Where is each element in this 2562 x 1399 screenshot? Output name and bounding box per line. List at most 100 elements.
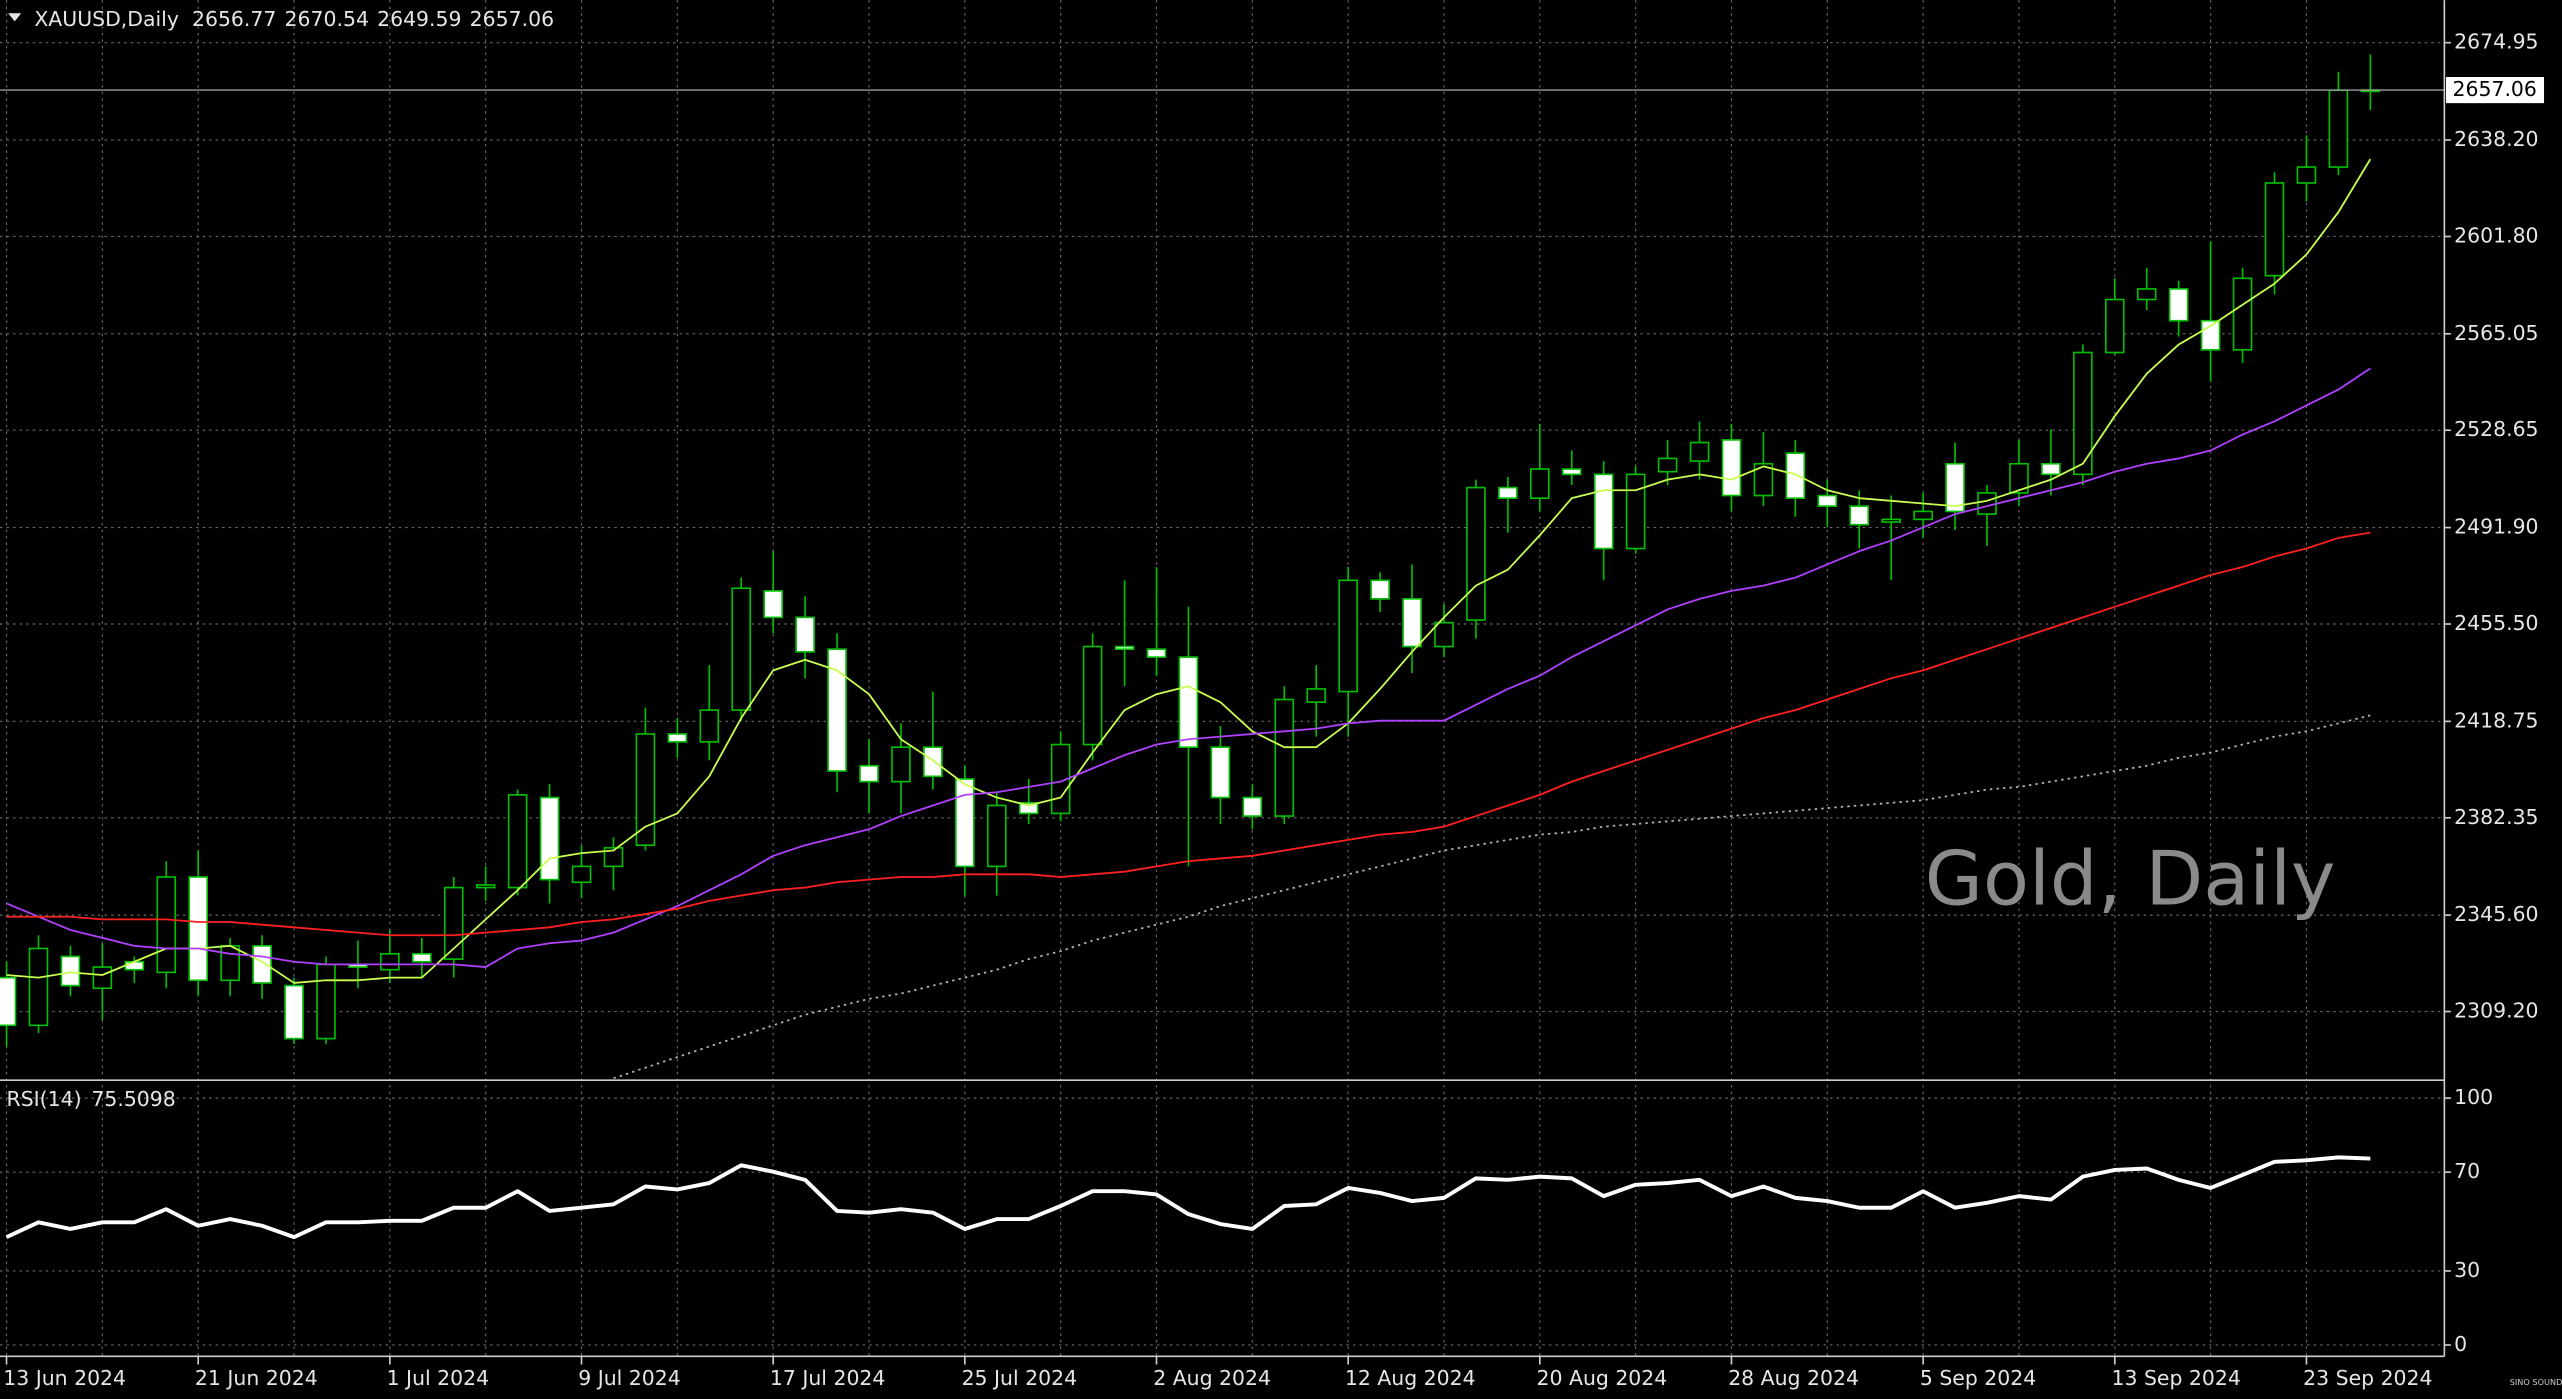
x-tick-label: 2 Aug 2024 [1153, 1366, 1271, 1390]
candle-body [2264, 182, 2285, 277]
candle-body [0, 976, 17, 1027]
candle-body [1050, 743, 1071, 815]
candle-body [1657, 457, 1678, 473]
candle-body [986, 804, 1007, 868]
candle-body [571, 865, 592, 884]
x-tick-label: 5 Sep 2024 [1920, 1366, 2036, 1390]
candle-body [124, 960, 145, 971]
current-price-label: 2657.06 [2453, 77, 2537, 101]
candle-body [1945, 462, 1965, 513]
candle-body [1370, 579, 1390, 600]
y-tick-label: 2565.05 [2454, 321, 2538, 345]
candle-body [731, 587, 752, 711]
candle-body [2232, 277, 2253, 351]
candle-body [1849, 505, 1870, 526]
candle-body [1338, 579, 1358, 693]
y-tick-label: 0 [2454, 1332, 2467, 1356]
y-tick-label: 2528.65 [2454, 417, 2538, 441]
candle-body [475, 884, 496, 889]
candle-body [2073, 351, 2093, 476]
x-tick-label: 13 Sep 2024 [2112, 1366, 2241, 1390]
candle-body [220, 945, 240, 982]
y-tick-label: 2418.75 [2454, 708, 2538, 732]
candle-body [2009, 462, 2029, 494]
candle-body [795, 616, 815, 653]
candle-body [411, 952, 432, 963]
y-tick-label: 2455.50 [2454, 611, 2538, 635]
grid [0, 0, 2445, 1357]
y-tick-label: 2382.35 [2454, 805, 2538, 829]
candle-body [1466, 486, 1486, 621]
price-pane [0, 54, 2445, 1079]
candle-body [156, 876, 177, 974]
candle-body [891, 746, 911, 783]
collapse-triangle[interactable] [8, 13, 22, 22]
candle-body [2041, 462, 2061, 476]
candle-body [252, 945, 272, 984]
moving-average-line [6, 367, 2371, 968]
symbol: XAUUSD,Daily [34, 7, 179, 31]
candle-body [2168, 288, 2189, 322]
candle-body [1881, 518, 1901, 523]
rsi-title: RSI(14) [7, 1087, 82, 1111]
rsi-line [5, 1155, 2371, 1240]
candle-body [603, 847, 624, 868]
candle-body [1977, 492, 1997, 515]
candle-body [316, 963, 336, 1040]
candle-body [1114, 645, 1135, 650]
candle-body [1434, 621, 1454, 648]
y-tick-label: 2674.95 [2454, 30, 2538, 54]
candle-body [1753, 462, 1774, 497]
candle-body [1306, 688, 1327, 703]
rsi-header: RSI(14) 75.5098 [7, 1087, 176, 1111]
x-tick-label: 9 Jul 2024 [578, 1366, 681, 1390]
ohlc-close: 2657.06 [470, 7, 554, 31]
candle-body [380, 952, 400, 971]
candle-body [827, 648, 847, 772]
candle-body [1913, 510, 1933, 521]
chart-header: XAUUSD,Daily 2656.77 2670.54 2649.59 2657.06 [34, 7, 554, 31]
rsi-pane [5, 1155, 2371, 1240]
candle-body [1402, 598, 1422, 648]
x-tick-label: 17 Jul 2024 [770, 1366, 886, 1390]
candle-body [763, 590, 783, 619]
candle-body [2296, 166, 2317, 184]
y-tick-label: 2601.80 [2454, 223, 2538, 247]
x-tick-label: 13 Jun 2024 [3, 1366, 126, 1390]
candle-body [859, 764, 879, 783]
candle-body [1625, 473, 1646, 550]
watermark: Gold, Daily [1925, 835, 2336, 923]
ohlc-high: 2670.54 [285, 7, 369, 31]
ohlc-low: 2649.59 [377, 7, 461, 31]
moving-average-line [613, 714, 2371, 1079]
moving-average-line [6, 158, 2372, 984]
candle-body [92, 966, 113, 990]
x-tick-label: 23 Sep 2024 [2303, 1366, 2432, 1390]
candle-body [2104, 298, 2125, 354]
y-tick-label: 2491.90 [2454, 515, 2538, 539]
x-tick-label: 12 Aug 2024 [1345, 1366, 1476, 1390]
x-tick-label: 21 Jun 2024 [195, 1366, 318, 1390]
y-tick-label: 100 [2454, 1085, 2493, 1109]
x-tick-label: 28 Aug 2024 [1728, 1366, 1859, 1390]
candle-body [539, 796, 560, 881]
candle-body [1018, 801, 1039, 815]
candle-body [2136, 288, 2157, 301]
logo: SINO SOUND [2510, 1377, 2562, 1387]
current-price-box [2445, 77, 2545, 104]
candle-body [443, 886, 464, 960]
candle-body [507, 794, 528, 889]
candle-body [2328, 89, 2349, 168]
candle-body [284, 984, 304, 1040]
candle-body [1530, 468, 1550, 500]
candle-body [1242, 796, 1263, 817]
moving-average-line [6, 531, 2371, 937]
y-tick-label: 2345.60 [2454, 902, 2538, 926]
candle-body [1178, 656, 1199, 749]
x-tick-label: 25 Jul 2024 [962, 1366, 1077, 1390]
candle-body [1082, 645, 1103, 746]
candle-body [955, 778, 975, 868]
x-tick-label: 20 Aug 2024 [1537, 1366, 1668, 1390]
